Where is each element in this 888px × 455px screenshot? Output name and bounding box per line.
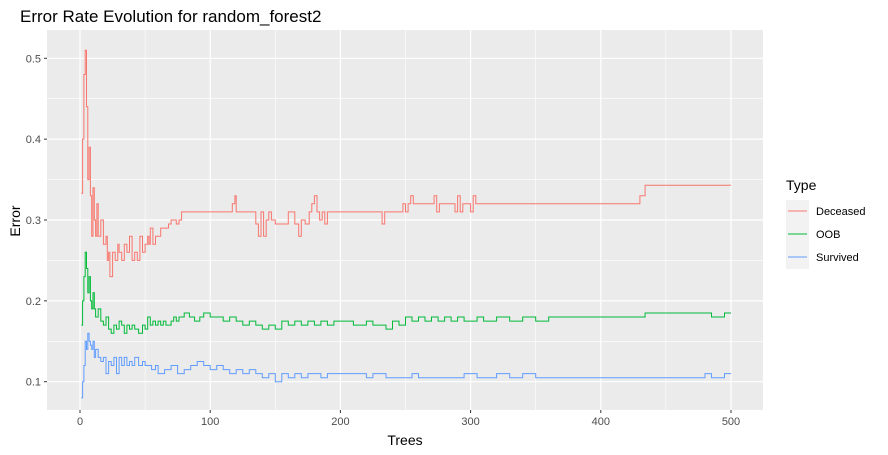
x-axis-label: Trees [387,432,422,448]
y-tick-label: 0.3 [26,215,41,227]
series-line-survived [81,332,731,399]
major-gridlines [47,30,763,410]
series-line-deceased [81,49,731,278]
y-axis-label: Error [7,205,23,236]
series-line-oob [81,251,731,334]
x-tick-label: 300 [461,416,479,428]
y-tick-label: 0.5 [26,53,41,65]
legend-label-survived: Survived [816,252,859,264]
legend: Type Deceased OOB Survived [786,177,866,269]
legend-label-oob: OOB [816,229,840,241]
x-tick-label: 400 [592,416,610,428]
y-axis-ticks: 0.1 0.2 0.3 0.4 0.5 [26,53,47,389]
y-tick-label: 0.4 [26,134,41,146]
x-tick-label: 0 [77,416,83,428]
legend-title: Type [786,177,817,193]
x-tick-label: 500 [722,416,740,428]
legend-label-deceased: Deceased [816,206,866,218]
x-tick-label: 200 [331,416,349,428]
x-axis-ticks: 0 100 200 300 400 500 [77,410,740,428]
y-tick-label: 0.2 [26,296,41,308]
y-tick-label: 0.1 [26,377,41,389]
chart-title: Error Rate Evolution for random_forest2 [20,7,321,26]
x-tick-label: 100 [201,416,219,428]
series-lines [81,49,731,399]
